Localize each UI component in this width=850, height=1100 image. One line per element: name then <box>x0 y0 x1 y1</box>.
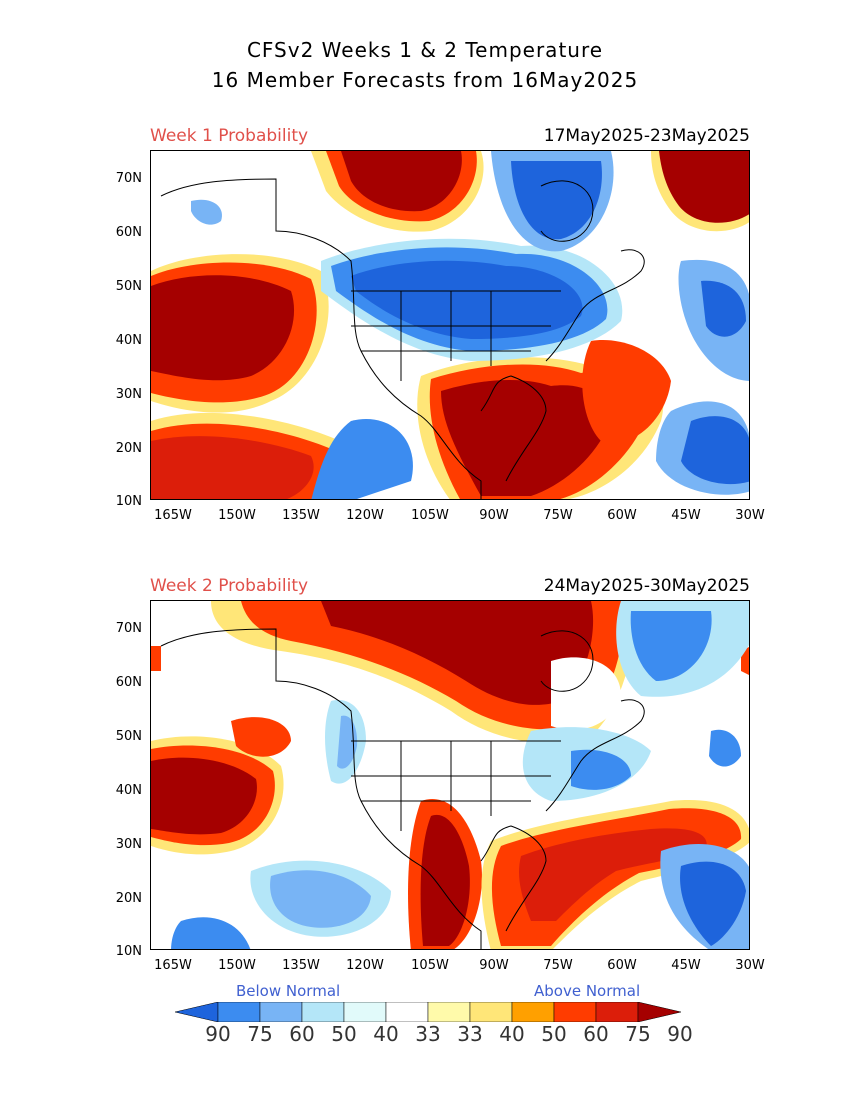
week2-probability-field <box>151 601 749 949</box>
week2-dates: 24May2025-30May2025 <box>543 576 750 596</box>
week1-lon-label: 60W <box>607 508 637 523</box>
week2-lat-label: 20N <box>115 891 142 906</box>
week1-lon-label: 150W <box>218 508 256 523</box>
week2-label: Week 2 Probability <box>150 576 309 596</box>
week2-lon-label: 150W <box>218 958 256 973</box>
week1-lon-label: 90W <box>479 508 509 523</box>
week1-lon-label: 120W <box>346 508 384 523</box>
legend-colorbar <box>175 1002 682 1022</box>
week2-below-normal-areas <box>171 601 749 949</box>
legend-color-swatch <box>553 1002 597 1022</box>
legend-value: 75 <box>625 1022 651 1046</box>
week2-lat-label: 40N <box>115 783 142 798</box>
legend-arrow-below <box>175 1002 219 1022</box>
legend-color-swatch <box>427 1002 471 1022</box>
week1-lon-label: 105W <box>411 508 449 523</box>
week2-above-normal-areas <box>151 601 749 949</box>
week2-lon-label: 135W <box>282 958 320 973</box>
legend-value: 40 <box>373 1022 399 1046</box>
legend-color-swatch <box>217 1002 261 1022</box>
week1-lat-label: 60N <box>115 225 142 240</box>
week2-lon-label: 165W <box>154 958 192 973</box>
legend-value: 40 <box>499 1022 525 1046</box>
week2-lon-label: 105W <box>411 958 449 973</box>
week1-lat-label: 20N <box>115 441 142 456</box>
week1-label: Week 1 Probability <box>150 126 309 146</box>
week2-lat-label: 50N <box>115 729 142 744</box>
legend-color-swatch <box>343 1002 387 1022</box>
legend-value: 60 <box>583 1022 609 1046</box>
week2-map <box>150 600 750 950</box>
legend-color-swatch <box>301 1002 345 1022</box>
legend-arrow-above <box>637 1002 682 1022</box>
week1-lat-label: 30N <box>115 387 142 402</box>
week2-lat-label: 10N <box>115 944 142 959</box>
week2-lon-label: 120W <box>346 958 384 973</box>
week1-probability-field <box>151 151 749 499</box>
week1-lat-label: 10N <box>115 494 142 509</box>
legend-value: 50 <box>331 1022 357 1046</box>
legend-value: 33 <box>457 1022 483 1046</box>
legend-color-swatch <box>469 1002 513 1022</box>
week1-lon-label: 75W <box>543 508 573 523</box>
week1-below-normal-areas <box>191 151 749 499</box>
legend-color-swatch <box>385 1002 429 1022</box>
week1-lat-label: 50N <box>115 279 142 294</box>
week2-lon-label: 75W <box>543 958 573 973</box>
legend-value: 50 <box>541 1022 567 1046</box>
legend-above-normal-label: Above Normal <box>534 982 641 1000</box>
week1-lon-label: 165W <box>154 508 192 523</box>
week2-lat-label: 70N <box>115 621 142 636</box>
legend-value: 60 <box>289 1022 315 1046</box>
legend-color-swatch <box>259 1002 303 1022</box>
week2-coastlines <box>160 628 645 949</box>
week2-lon-label: 60W <box>607 958 637 973</box>
week2-lon-label: 45W <box>671 958 701 973</box>
legend-color-swatch <box>595 1002 639 1022</box>
week1-map <box>150 150 750 500</box>
week1-lat-label: 40N <box>115 333 142 348</box>
week1-lon-label: 30W <box>735 508 765 523</box>
week1-lat-label: 70N <box>115 171 142 186</box>
legend-value: 75 <box>247 1022 273 1046</box>
legend-value: 90 <box>667 1022 693 1046</box>
legend-below-normal-label: Below Normal <box>236 982 341 1000</box>
legend-color-swatch <box>511 1002 555 1022</box>
week2-lon-label: 90W <box>479 958 509 973</box>
week1-lon-label: 45W <box>671 508 701 523</box>
week2-lat-label: 60N <box>115 675 142 690</box>
week2-lon-label: 30W <box>735 958 765 973</box>
chart-subtitle: 16 Member Forecasts from 16May2025 <box>211 68 639 92</box>
week1-dates: 17May2025-23May2025 <box>543 126 750 146</box>
week2-lat-label: 30N <box>115 837 142 852</box>
chart-title: CFSv2 Weeks 1 & 2 Temperature <box>246 38 604 62</box>
legend-value: 33 <box>415 1022 441 1046</box>
week1-lon-label: 135W <box>282 508 320 523</box>
legend-value: 90 <box>205 1022 231 1046</box>
week1-coastlines <box>160 178 645 499</box>
